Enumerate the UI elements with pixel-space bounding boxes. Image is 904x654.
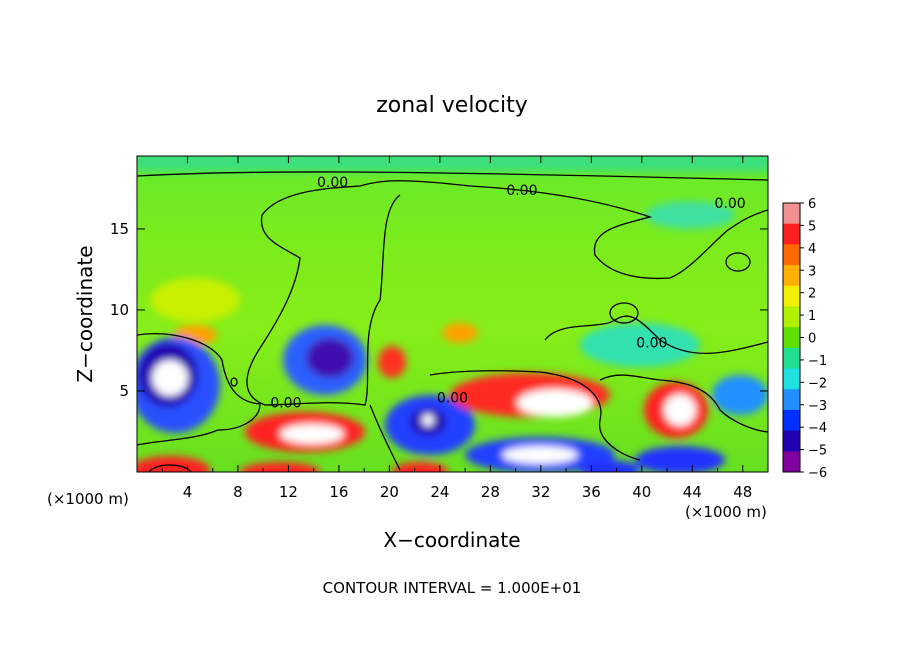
contour-label: 0.00 — [506, 183, 537, 199]
contour-label-layer: 0.00 0.00 0.00 0.00 0.00 0.00 — [270, 175, 746, 411]
colorbar-segment — [783, 430, 800, 452]
x-tick-label: 40 — [632, 483, 651, 501]
anomaly-red-bottom-mid — [240, 462, 320, 472]
colorbar-tick-label: 4 — [808, 242, 816, 257]
x-axis-ticks: 4 8 12 16 20 24 28 32 36 40 44 48 — [161, 156, 752, 501]
anomaly-white-left — [152, 360, 188, 396]
chart-title: zonal velocity — [376, 93, 528, 118]
colorbar-tick-label: −2 — [808, 376, 827, 391]
anomaly-white-lower-left — [280, 424, 344, 444]
contour-label: 0.00 — [715, 196, 746, 212]
field-anomalies — [137, 156, 768, 472]
x-unit-left: (×1000 m) — [47, 490, 129, 508]
colorbar-segment — [783, 451, 800, 473]
contour-label: 0.00 — [437, 390, 468, 406]
anomaly-blue-bottom-right — [635, 446, 725, 472]
contour-right-lower — [599, 374, 768, 433]
colorbar-tick-label: −4 — [808, 421, 827, 436]
anomaly-white-right-center — [517, 389, 593, 417]
colorbar-tick-label: 5 — [808, 219, 816, 234]
colorbar-segment — [783, 223, 800, 245]
anomaly-red-bottom-left — [137, 456, 210, 472]
anomaly-blue-bottom-right2 — [580, 460, 640, 472]
x-tick-label: 48 — [733, 483, 752, 501]
contour-small-island-right — [725, 252, 751, 272]
anomaly-red-mid — [378, 346, 406, 378]
x-tick-label: 32 — [531, 483, 550, 501]
zero-contours — [137, 171, 768, 472]
contour-upper-left — [261, 180, 768, 280]
anomaly-white-right — [664, 394, 696, 426]
colorbar-tick-label: 1 — [808, 309, 816, 324]
y-tick-label: 5 — [119, 382, 129, 400]
y-axis-label: Z−coordinate — [73, 245, 97, 382]
colorbar: 6 5 4 3 2 1 0 −1 −2 −3 −4 −5 −6 — [782, 197, 827, 481]
colorbar-segment — [783, 409, 800, 432]
colorbar-segment — [783, 244, 800, 266]
y-tick-label: 10 — [110, 301, 129, 319]
anomaly-upper-right-cyan — [645, 201, 735, 229]
anomaly-red-bottom-center — [392, 462, 448, 472]
anomaly-yellow-left — [150, 278, 240, 322]
anomaly-white-lower-center — [422, 414, 434, 426]
x-unit-right: (×1000 m) — [685, 503, 767, 521]
x-tick-label: 44 — [683, 483, 702, 501]
contour-left-blob — [137, 333, 261, 446]
colorbar-segment — [783, 389, 800, 411]
anomaly-mid-right-cyan — [580, 323, 700, 367]
contour-label: 0.00 — [270, 395, 301, 411]
x-tick-label: 36 — [582, 483, 601, 501]
colorbar-segment — [783, 203, 800, 225]
x-tick-label: 16 — [329, 483, 348, 501]
x-tick-label: 12 — [279, 483, 298, 501]
colorbar-tick-label: 3 — [808, 264, 816, 279]
colorbar-tick-label: 0 — [808, 332, 816, 347]
colorbar-tick-label: 2 — [808, 287, 816, 302]
anomaly-white-bottom-center — [502, 446, 578, 464]
colorbar-tick-label: −1 — [808, 354, 827, 369]
contour-top — [137, 171, 768, 181]
colorbar-segment — [783, 327, 800, 349]
plot-area: 0.00 0.00 0.00 0.00 0.00 0.00 — [137, 156, 768, 472]
colorbar-tick-label: −5 — [808, 444, 827, 459]
contour-interval-note: CONTOUR INTERVAL = 1.000E+01 — [323, 579, 582, 597]
anomaly-orange-mid — [442, 323, 478, 343]
y-tick-label: 15 — [110, 220, 129, 238]
plot-frame — [136, 155, 769, 473]
colorbar-segment — [783, 265, 800, 287]
contour-left-mass — [246, 194, 401, 406]
x-tick-label: 24 — [430, 483, 449, 501]
contour-mid-right — [544, 315, 768, 355]
x-tick-label: 4 — [183, 483, 193, 501]
x-axis-label: X−coordinate — [383, 528, 520, 552]
x-tick-label: 28 — [481, 483, 500, 501]
y-axis-ticks: 5 10 15 — [110, 220, 768, 400]
colorbar-tick-label: −6 — [808, 466, 827, 481]
colorbar-segment — [783, 285, 800, 307]
contour-label: 0.00 — [636, 335, 667, 351]
contour-center-lower — [369, 370, 641, 471]
colorbar-segment — [783, 347, 800, 370]
colorbar-tick-label: 6 — [808, 197, 816, 212]
colorbar-tick-label: −3 — [808, 399, 827, 414]
anomaly-top-band — [137, 156, 768, 170]
contour-small-island-mid — [609, 302, 639, 324]
x-tick-label: 8 — [233, 483, 243, 501]
contour-small-island-left — [230, 377, 238, 387]
anomaly-blue-right-edge — [712, 375, 768, 415]
x-tick-label: 20 — [380, 483, 399, 501]
colorbar-segment — [783, 306, 800, 328]
contour-label: 0.00 — [317, 175, 348, 191]
anomaly-purple-center — [306, 338, 354, 378]
colorbar-segment — [783, 368, 800, 390]
contour-bottom-left-ring — [148, 464, 192, 472]
